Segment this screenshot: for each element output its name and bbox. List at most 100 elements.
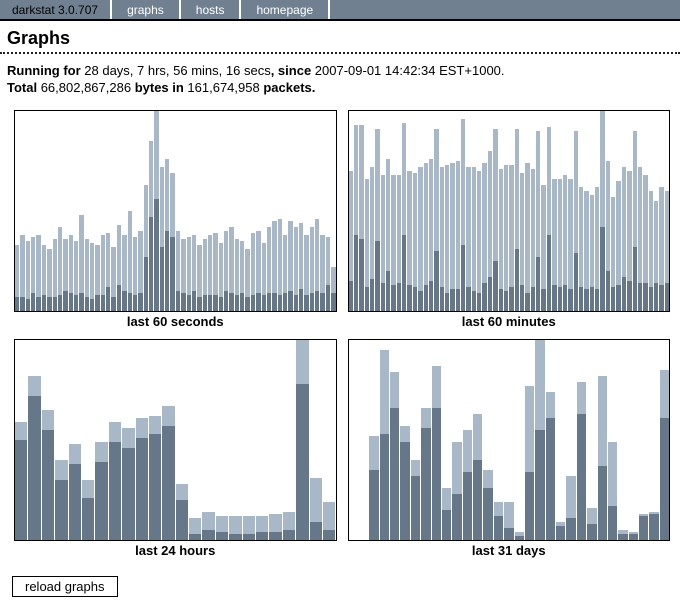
out-segment: [421, 408, 431, 428]
stacked-bar: [627, 111, 632, 311]
stacked-bar: [473, 340, 483, 540]
in-segment: [90, 299, 95, 311]
stacked-bar: [55, 340, 68, 540]
out-segment: [536, 131, 541, 257]
nav-item-graphs[interactable]: graphs: [112, 0, 181, 19]
in-segment: [148, 434, 162, 540]
stacked-bar: [477, 111, 482, 311]
out-segment: [423, 163, 428, 285]
in-segment: [348, 281, 353, 311]
stacked-bar: [81, 340, 95, 540]
stacked-bar: [659, 340, 670, 540]
in-segment: [189, 534, 202, 540]
out-segment: [589, 195, 595, 287]
in-segment: [20, 297, 25, 311]
out-segment: [375, 129, 380, 241]
in-segment: [483, 488, 493, 540]
stacked-bar: [348, 111, 353, 311]
out-segment: [477, 171, 482, 293]
out-segment: [493, 502, 504, 516]
stacked-bar: [84, 111, 90, 311]
stacked-bar: [322, 340, 336, 540]
in-segment: [434, 251, 439, 311]
stacked-bar: [536, 111, 541, 311]
stacked-bar: [375, 111, 380, 311]
out-segment: [545, 392, 555, 418]
out-segment: [68, 235, 73, 293]
bytes-value: 66,802,867,286: [37, 80, 135, 95]
in-segment: [282, 293, 288, 311]
stacked-bar: [296, 340, 309, 540]
stacked-bar: [444, 111, 450, 311]
out-segment: [525, 163, 530, 293]
stacked-bar: [52, 111, 57, 311]
stacked-bar: [266, 111, 272, 311]
out-segment: [95, 245, 100, 295]
in-segment: [359, 239, 364, 311]
in-segment: [493, 516, 504, 540]
out-segment: [600, 111, 605, 227]
in-segment: [546, 235, 552, 311]
in-segment: [607, 506, 618, 540]
in-segment: [135, 438, 148, 540]
stacked-bar: [256, 340, 269, 540]
out-segment: [111, 247, 116, 297]
out-segment: [63, 239, 68, 291]
out-segment: [632, 131, 637, 247]
in-segment: [202, 530, 215, 540]
stacked-bar: [402, 111, 407, 311]
out-segment: [380, 175, 386, 283]
out-segment: [587, 508, 597, 524]
in-segment: [127, 293, 132, 311]
in-segment: [364, 287, 369, 311]
in-segment: [431, 408, 441, 540]
out-segment: [148, 416, 162, 434]
out-segment: [282, 512, 296, 530]
reload-graphs-button[interactable]: reload graphs: [12, 576, 118, 597]
out-segment: [165, 159, 170, 231]
stacked-bar: [234, 111, 240, 311]
in-segment: [589, 287, 595, 311]
in-segment: [412, 287, 418, 311]
out-segment: [503, 165, 509, 291]
stacked-bar: [390, 340, 400, 540]
stacked-bar: [245, 111, 250, 311]
in-segment: [493, 261, 498, 311]
out-segment: [556, 522, 566, 526]
out-segment: [15, 245, 20, 297]
out-segment: [359, 125, 364, 239]
in-segment: [653, 283, 659, 311]
stacked-bar: [138, 111, 143, 311]
stacked-bar: [122, 340, 135, 540]
out-segment: [57, 227, 63, 295]
out-segment: [461, 119, 466, 245]
out-segment: [391, 175, 396, 285]
out-segment: [530, 169, 536, 287]
in-segment: [487, 277, 493, 311]
stacked-bar: [628, 340, 638, 540]
out-segment: [25, 241, 31, 299]
nav-brand-darkstat[interactable]: darkstat 3.0.707: [0, 0, 113, 19]
in-segment: [320, 293, 325, 311]
stacked-bar: [325, 111, 331, 311]
stacked-bar: [616, 111, 621, 311]
graph-last-24-hours: [14, 339, 337, 541]
stacked-bar: [261, 111, 266, 311]
nav-item-hosts[interactable]: hosts: [181, 0, 242, 19]
graph-last-60-seconds: [14, 110, 337, 312]
stacked-bar: [299, 111, 304, 311]
in-segment: [197, 297, 202, 311]
in-segment: [562, 285, 568, 311]
stacked-bar: [159, 111, 165, 311]
stacked-bar: [541, 111, 546, 311]
in-segment: [600, 227, 605, 311]
packets-value: 161,674,958: [183, 80, 264, 95]
in-segment: [186, 295, 191, 311]
nav-item-homepage[interactable]: homepage: [241, 0, 331, 19]
in-segment: [423, 285, 428, 311]
in-segment: [122, 291, 127, 311]
in-segment: [213, 295, 218, 311]
stacked-bar: [520, 111, 525, 311]
in-segment: [545, 418, 555, 540]
in-segment: [444, 293, 450, 311]
